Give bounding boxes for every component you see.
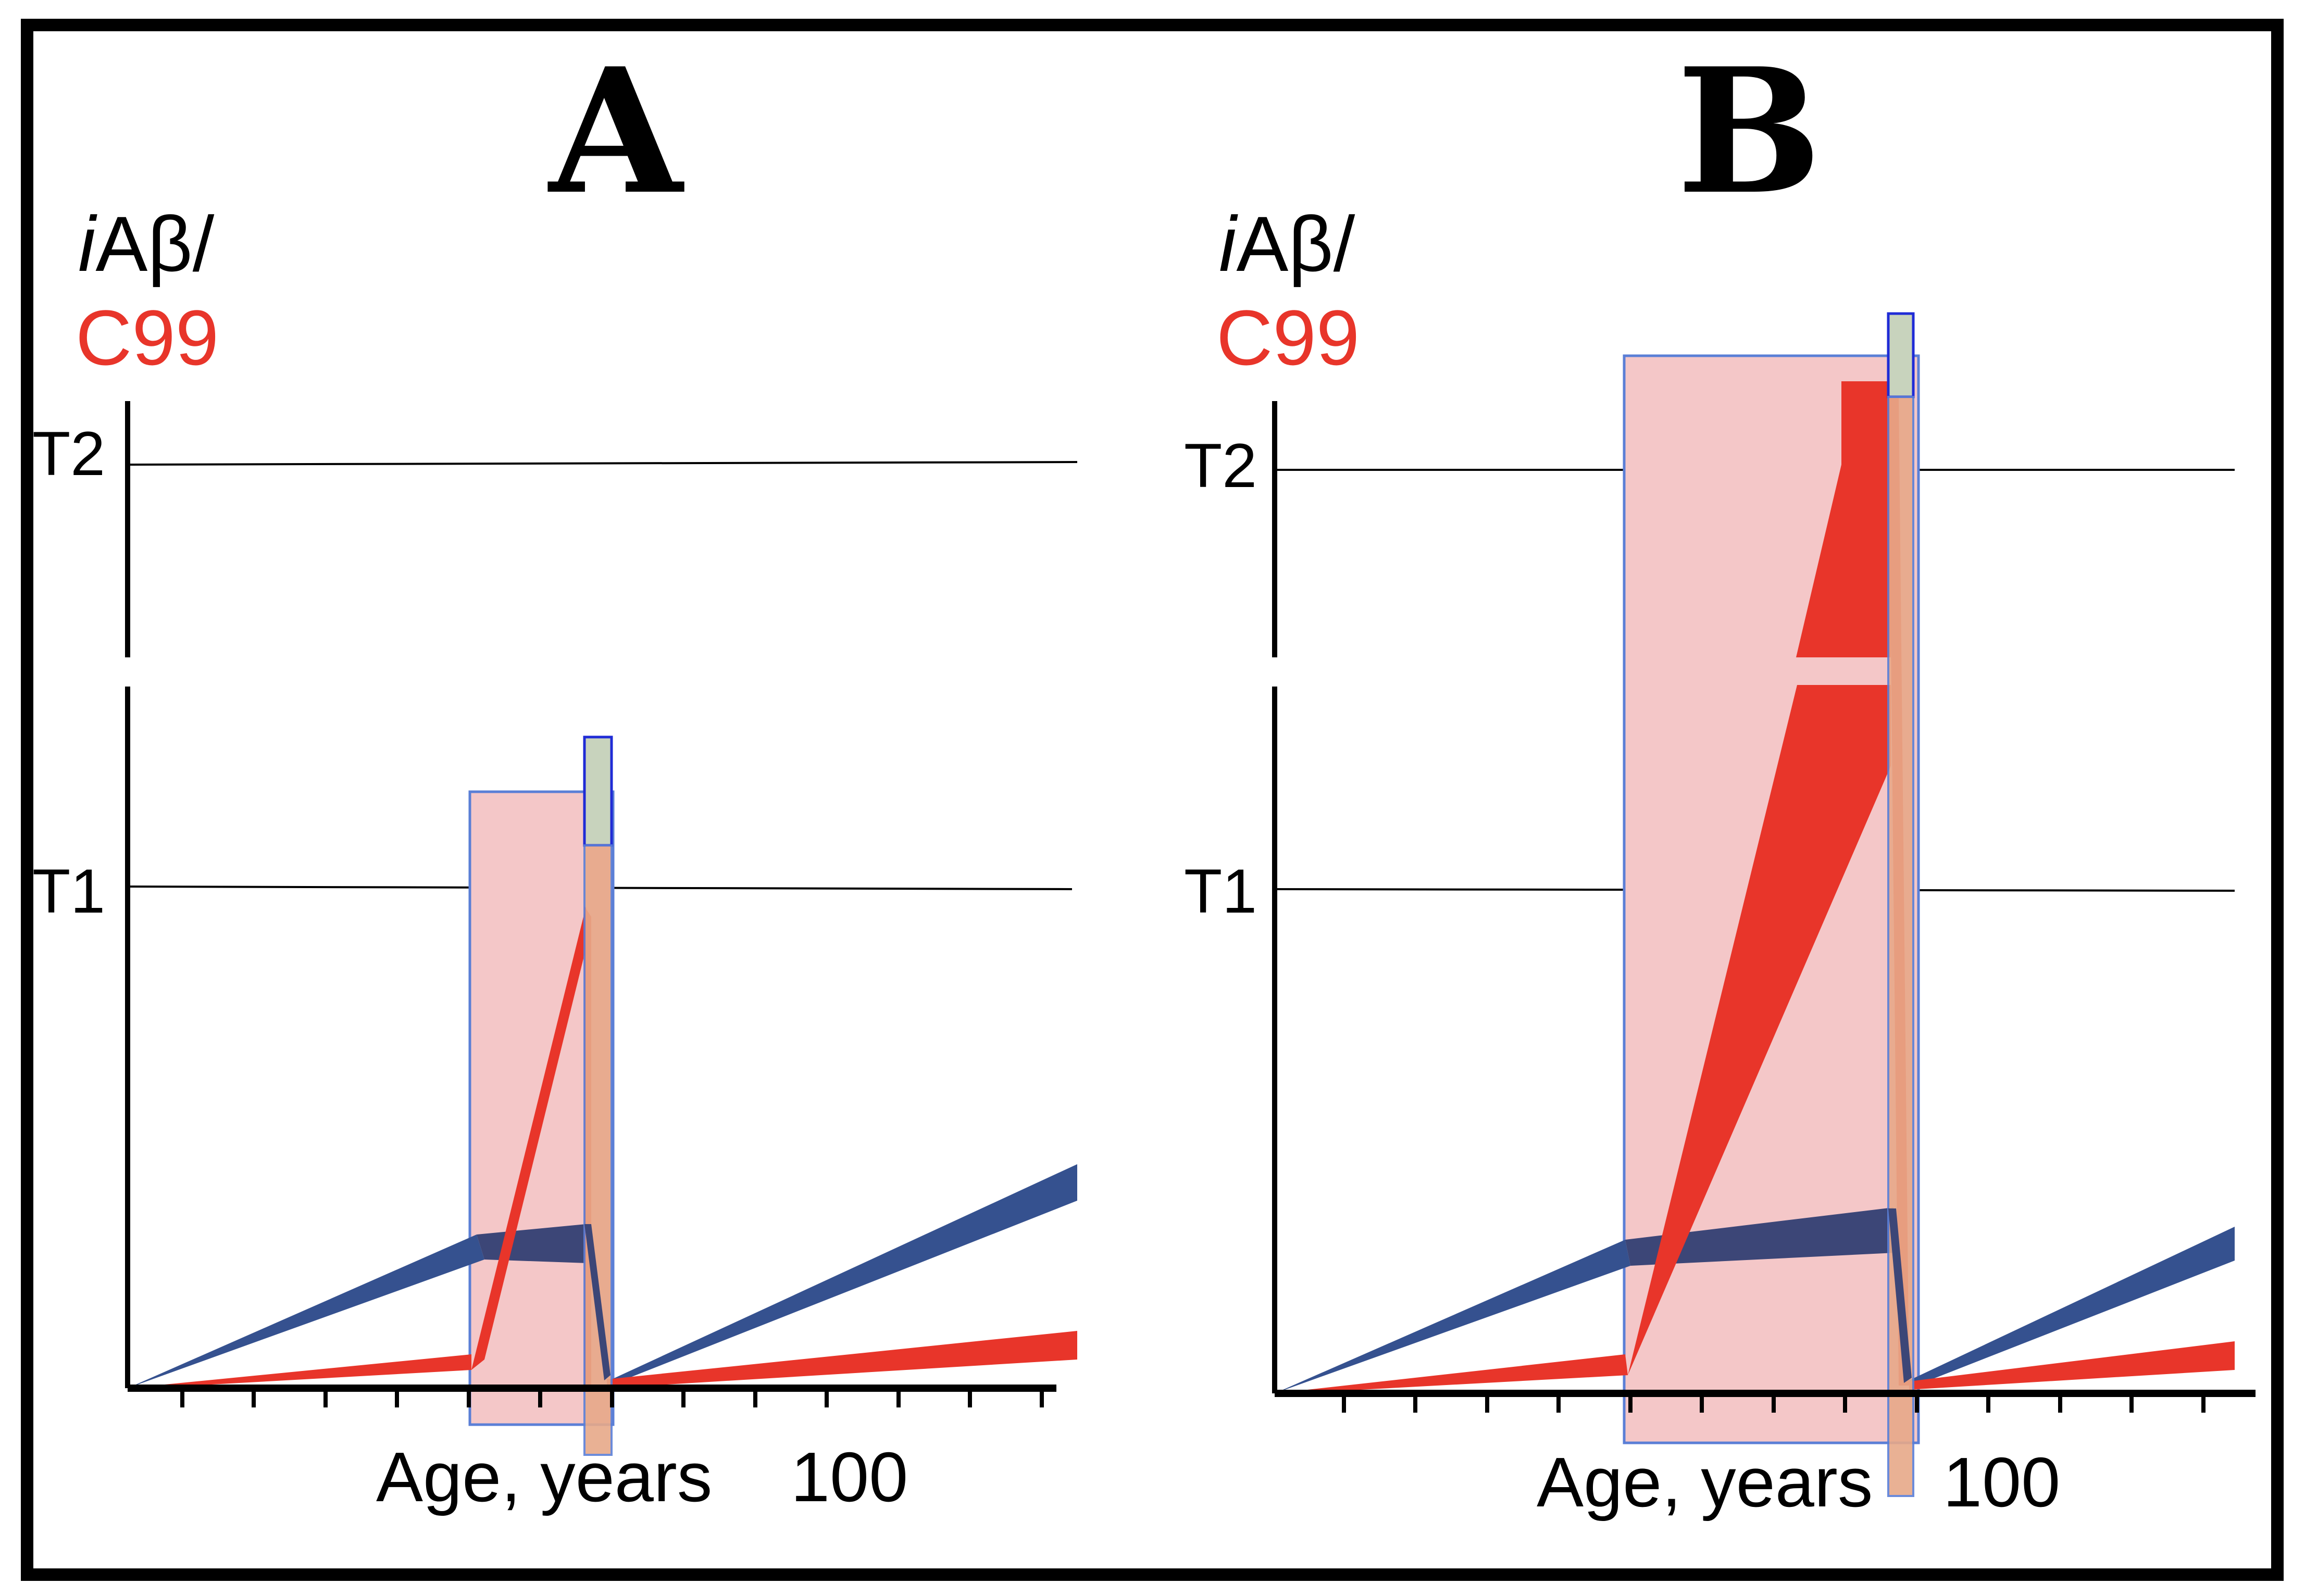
panel-b-c99-ramp-1 bbox=[1275, 1354, 1628, 1394]
panel-b-xlabel: Age, years bbox=[1537, 1443, 1873, 1522]
panel-b: B iAβ/ C99 T2 T1 bbox=[1184, 30, 2256, 1522]
panel-b-c99-fan-upper bbox=[1796, 465, 1891, 657]
panel-a-narrow-box-top bbox=[583, 735, 613, 847]
panel-b-xtick-100: 100 bbox=[1943, 1443, 2060, 1522]
panel-b-ylabel-c99: C99 bbox=[1216, 294, 1360, 381]
panel-b-t2-label: T2 bbox=[1184, 431, 1257, 501]
panel-a-t1-label: T1 bbox=[32, 856, 105, 926]
panel-a-xtick-100: 100 bbox=[791, 1438, 908, 1516]
panel-b-iabeta-ramp-2 bbox=[1909, 1227, 2235, 1388]
panel-a-ylabel-c99: C99 bbox=[76, 294, 219, 381]
panel-a-title: A bbox=[546, 30, 686, 232]
panel-a-iabeta-ramp-2 bbox=[609, 1164, 1077, 1386]
panel-b-title: B bbox=[1677, 30, 1822, 232]
panel-b-c99-fan-lower bbox=[1628, 685, 1891, 1375]
panel-a-c99-fan bbox=[471, 906, 589, 1370]
panel-b-narrow-box-top bbox=[1887, 312, 1915, 398]
panel-a-c99-ramp-2 bbox=[607, 1331, 1077, 1388]
panel-a-xlabel: Age, years bbox=[376, 1438, 712, 1516]
panel-a-x-ticks bbox=[180, 1388, 1044, 1407]
panel-b-iabeta-plateau bbox=[1625, 1207, 1895, 1266]
panel-b-iabeta-ramp-1 bbox=[1275, 1240, 1630, 1393]
panel-b-t1-label: T1 bbox=[1184, 856, 1257, 926]
panel-a: A iAβ/ C99 T2 T1 bbox=[32, 30, 1078, 1516]
panel-a-ylabel: iAβ/ bbox=[78, 200, 215, 288]
panel-a-c99-ramp-1 bbox=[128, 1354, 471, 1389]
panel-b-iabeta-drop bbox=[1888, 1208, 1912, 1383]
panel-b-c99-ramp-2 bbox=[1909, 1341, 2235, 1390]
panel-b-c99-block bbox=[1841, 381, 1891, 465]
panel-b-ylabel: iAβ/ bbox=[1219, 200, 1355, 288]
figure-frame bbox=[21, 19, 2284, 1581]
panel-a-t2-line bbox=[127, 461, 1078, 466]
panel-a-iabeta-drop bbox=[584, 1224, 610, 1380]
panel-a-t2-label: T2 bbox=[32, 419, 105, 489]
panel-b-x-ticks bbox=[1342, 1393, 2206, 1413]
panel-a-iabeta-ramp-1 bbox=[128, 1235, 484, 1388]
